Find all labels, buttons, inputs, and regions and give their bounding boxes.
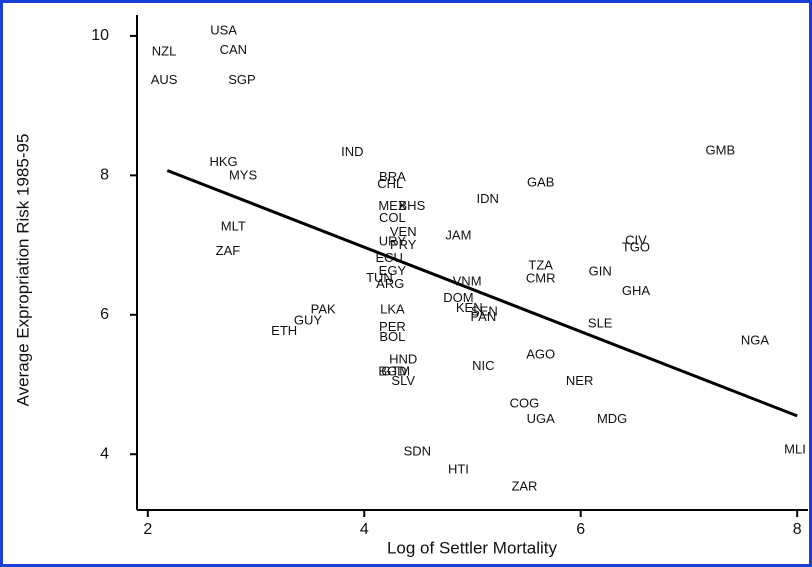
point-label: COL xyxy=(379,210,406,225)
point-label: GIN xyxy=(589,264,612,279)
point-label: IDN xyxy=(476,191,498,206)
point-label: MYS xyxy=(229,167,258,182)
point-label: NIC xyxy=(472,358,494,373)
point-label: BHS xyxy=(399,198,426,213)
x-tick-label: 8 xyxy=(793,521,802,538)
point-label: CHL xyxy=(377,176,403,191)
point-label: PRY xyxy=(390,237,417,252)
point-label: MLI xyxy=(784,441,806,456)
fit-line xyxy=(166,169,798,418)
point-label: URY xyxy=(379,234,407,249)
point-label: ZAF xyxy=(216,243,241,258)
point-label: MLT xyxy=(221,218,246,233)
point-label: UGA xyxy=(527,411,556,426)
point-label: KEN xyxy=(456,300,483,315)
point-label: SEN xyxy=(471,303,498,318)
y-tick-label: 4 xyxy=(100,445,109,462)
point-label: HTI xyxy=(448,462,469,477)
y-tick-label: 6 xyxy=(100,306,109,323)
x-axis-title: Log of Settler Mortality xyxy=(387,538,558,557)
point-label: TGO xyxy=(622,239,650,254)
point-label: BOL xyxy=(379,329,405,344)
point-label: COG xyxy=(510,395,540,410)
point-label: CIV xyxy=(625,232,647,247)
point-label: MEX xyxy=(378,198,407,213)
point-label: SLV xyxy=(391,373,415,388)
point-label: DOM xyxy=(443,290,473,305)
point-label: VEN xyxy=(390,224,417,239)
point-label: PER xyxy=(379,319,406,334)
point-label: SGP xyxy=(228,72,255,87)
point-label: USA xyxy=(210,22,237,37)
point-label: BRA xyxy=(379,169,406,184)
point-label: PAK xyxy=(311,301,336,316)
point-label: ZAR xyxy=(511,478,537,493)
x-tick-label: 6 xyxy=(576,521,585,538)
point-label: NZL xyxy=(152,43,177,58)
point-label: CMR xyxy=(526,271,556,286)
point-label: IND xyxy=(341,144,363,159)
point-label: GHA xyxy=(622,283,651,298)
point-label: ETH xyxy=(271,323,297,338)
x-tick-label: 2 xyxy=(143,521,152,538)
point-label: SLE xyxy=(588,315,613,330)
point-label: GMB xyxy=(706,142,736,157)
point-label: NGA xyxy=(741,333,770,348)
point-label: SDN xyxy=(404,444,431,459)
point-label: GTM xyxy=(381,363,410,378)
point-label: AUS xyxy=(151,72,178,87)
point-label: NER xyxy=(566,373,593,388)
point-label: GAB xyxy=(527,174,554,189)
point-label: JAM xyxy=(445,227,471,242)
y-tick-label: 8 xyxy=(100,167,109,184)
y-axis-title: Average Expropriation Risk 1985-95 xyxy=(13,134,32,407)
point-label: ARG xyxy=(376,276,404,291)
point-label: CAN xyxy=(220,42,247,57)
point-label: LKA xyxy=(380,301,405,316)
x-tick-label: 4 xyxy=(360,521,369,538)
point-label: HND xyxy=(389,352,417,367)
point-label: MDG xyxy=(597,411,627,426)
point-label: BGD xyxy=(378,363,406,378)
point-label: EGY xyxy=(379,263,407,278)
point-label: HKG xyxy=(209,154,237,169)
point-label: GUY xyxy=(294,313,323,328)
point-label: TUN xyxy=(366,270,393,285)
point-label: TZA xyxy=(528,257,553,272)
point-label: PAN xyxy=(470,309,496,324)
y-tick-label: 10 xyxy=(91,27,109,44)
point-label: AGO xyxy=(526,347,555,362)
